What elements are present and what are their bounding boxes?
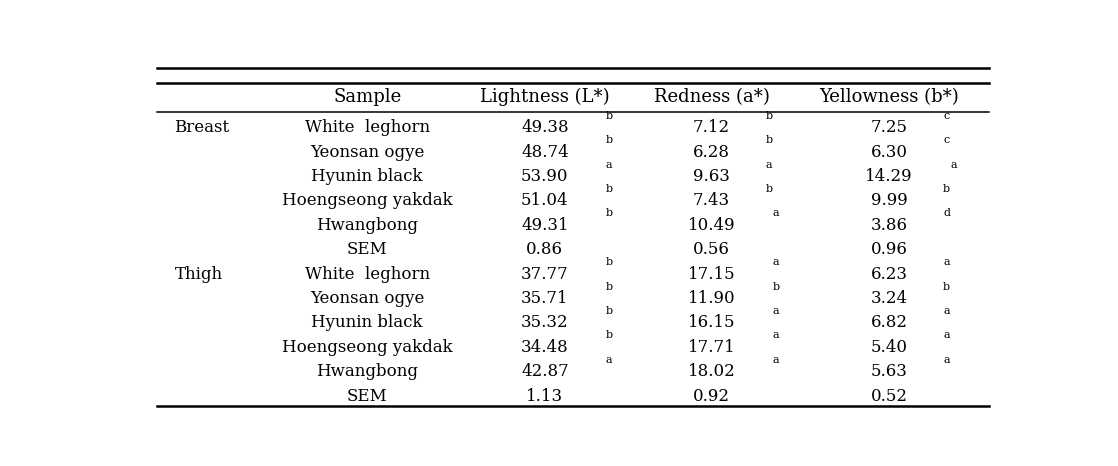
Text: 53.90: 53.90 bbox=[521, 168, 569, 185]
Text: Hyunin black: Hyunin black bbox=[312, 315, 423, 331]
Text: Thigh: Thigh bbox=[174, 266, 222, 282]
Text: 7.12: 7.12 bbox=[693, 119, 730, 136]
Text: Redness (a*): Redness (a*) bbox=[654, 88, 769, 106]
Text: Hwangbong: Hwangbong bbox=[316, 363, 418, 380]
Text: 14.29: 14.29 bbox=[865, 168, 913, 185]
Text: 0.56: 0.56 bbox=[693, 241, 730, 258]
Text: 16.15: 16.15 bbox=[688, 315, 736, 331]
Text: 48.74: 48.74 bbox=[521, 144, 569, 161]
Text: a: a bbox=[773, 306, 779, 316]
Text: c: c bbox=[944, 135, 949, 145]
Text: Hoengseong yakdak: Hoengseong yakdak bbox=[282, 339, 453, 356]
Text: 0.52: 0.52 bbox=[871, 388, 908, 404]
Text: 9.99: 9.99 bbox=[871, 192, 908, 209]
Text: 7.43: 7.43 bbox=[693, 192, 730, 209]
Text: 17.71: 17.71 bbox=[688, 339, 736, 356]
Text: b: b bbox=[606, 330, 613, 340]
Text: 9.63: 9.63 bbox=[693, 168, 730, 185]
Text: 3.86: 3.86 bbox=[871, 217, 908, 234]
Text: Hwangbong: Hwangbong bbox=[316, 217, 418, 234]
Text: b: b bbox=[944, 281, 950, 292]
Text: Yellowness (b*): Yellowness (b*) bbox=[819, 88, 959, 106]
Text: 0.86: 0.86 bbox=[527, 241, 563, 258]
Text: 42.87: 42.87 bbox=[521, 363, 569, 380]
Text: 17.15: 17.15 bbox=[688, 266, 736, 282]
Text: a: a bbox=[606, 159, 613, 170]
Text: b: b bbox=[606, 111, 613, 121]
Text: 1.13: 1.13 bbox=[527, 388, 563, 404]
Text: 35.32: 35.32 bbox=[521, 315, 569, 331]
Text: b: b bbox=[606, 184, 613, 194]
Text: 6.30: 6.30 bbox=[871, 144, 908, 161]
Text: 34.48: 34.48 bbox=[521, 339, 569, 356]
Text: Hyunin black: Hyunin black bbox=[312, 168, 423, 185]
Text: Hoengseong yakdak: Hoengseong yakdak bbox=[282, 192, 453, 209]
Text: a: a bbox=[773, 208, 779, 219]
Text: Lightness (L*): Lightness (L*) bbox=[480, 88, 609, 106]
Text: 6.23: 6.23 bbox=[871, 266, 908, 282]
Text: b: b bbox=[773, 281, 780, 292]
Text: 37.77: 37.77 bbox=[521, 266, 569, 282]
Text: 10.49: 10.49 bbox=[688, 217, 736, 234]
Text: 35.71: 35.71 bbox=[521, 290, 569, 307]
Text: a: a bbox=[766, 159, 773, 170]
Text: b: b bbox=[766, 111, 773, 121]
Text: b: b bbox=[944, 184, 950, 194]
Text: a: a bbox=[944, 257, 950, 267]
Text: SEM: SEM bbox=[347, 388, 388, 404]
Text: 0.96: 0.96 bbox=[871, 241, 908, 258]
Text: 6.28: 6.28 bbox=[693, 144, 730, 161]
Text: 5.63: 5.63 bbox=[871, 363, 908, 380]
Text: d: d bbox=[944, 208, 950, 219]
Text: b: b bbox=[766, 135, 773, 145]
Text: 49.31: 49.31 bbox=[521, 217, 569, 234]
Text: b: b bbox=[606, 281, 613, 292]
Text: 18.02: 18.02 bbox=[688, 363, 736, 380]
Text: SEM: SEM bbox=[347, 241, 388, 258]
Text: a: a bbox=[773, 330, 779, 340]
Text: 49.38: 49.38 bbox=[521, 119, 569, 136]
Text: b: b bbox=[766, 184, 773, 194]
Text: 6.82: 6.82 bbox=[871, 315, 908, 331]
Text: 3.24: 3.24 bbox=[871, 290, 908, 307]
Text: a: a bbox=[944, 330, 950, 340]
Text: 51.04: 51.04 bbox=[521, 192, 569, 209]
Text: Breast: Breast bbox=[174, 119, 229, 136]
Text: c: c bbox=[944, 111, 949, 121]
Text: Yeonsan ogye: Yeonsan ogye bbox=[310, 290, 425, 307]
Text: 5.40: 5.40 bbox=[871, 339, 908, 356]
Text: b: b bbox=[606, 135, 613, 145]
Text: 7.25: 7.25 bbox=[871, 119, 908, 136]
Text: Sample: Sample bbox=[333, 88, 401, 106]
Text: a: a bbox=[773, 257, 779, 267]
Text: a: a bbox=[944, 355, 950, 365]
Text: 0.92: 0.92 bbox=[693, 388, 730, 404]
Text: White  leghorn: White leghorn bbox=[304, 119, 429, 136]
Text: b: b bbox=[606, 257, 613, 267]
Text: b: b bbox=[606, 306, 613, 316]
Text: a: a bbox=[773, 355, 779, 365]
Text: Yeonsan ogye: Yeonsan ogye bbox=[310, 144, 425, 161]
Text: a: a bbox=[606, 355, 613, 365]
Text: b: b bbox=[606, 208, 613, 219]
Text: a: a bbox=[944, 306, 950, 316]
Text: White  leghorn: White leghorn bbox=[304, 266, 429, 282]
Text: a: a bbox=[950, 159, 957, 170]
Text: 11.90: 11.90 bbox=[688, 290, 736, 307]
